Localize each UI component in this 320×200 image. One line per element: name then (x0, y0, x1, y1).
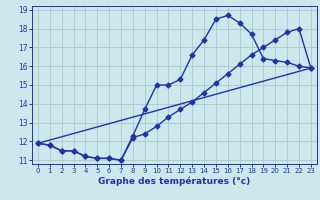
X-axis label: Graphe des températures (°c): Graphe des températures (°c) (98, 177, 251, 186)
